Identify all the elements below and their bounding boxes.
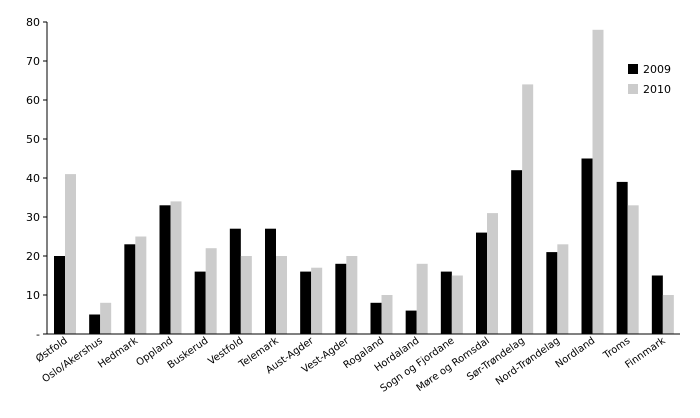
x-tick-label: Nord-Trøndelag bbox=[494, 335, 562, 387]
bar-2009-7 bbox=[300, 271, 312, 334]
x-tick-label: Hedmark bbox=[96, 335, 140, 370]
bar-2009-8 bbox=[335, 263, 347, 334]
y-tick-label: 20 bbox=[26, 250, 40, 263]
y-tick-label: 40 bbox=[26, 172, 40, 185]
bar-2010-17 bbox=[662, 295, 674, 334]
bar-2009-2 bbox=[124, 244, 136, 334]
bar-2010-11 bbox=[451, 275, 463, 334]
bar-2010-6 bbox=[276, 256, 287, 334]
bar-2009-17 bbox=[651, 275, 663, 334]
bar-2009-13 bbox=[511, 170, 523, 334]
bar-2009-0 bbox=[54, 256, 65, 334]
bar-2010-16 bbox=[627, 205, 639, 334]
y-tick-label: 60 bbox=[26, 94, 40, 107]
bar-2009-14 bbox=[546, 252, 558, 334]
bar-2010-7 bbox=[311, 267, 323, 334]
bar-2009-4 bbox=[194, 271, 206, 334]
bar-2009-6 bbox=[265, 228, 276, 334]
bar-2009-11 bbox=[440, 271, 452, 334]
y-tick-label: 30 bbox=[26, 211, 40, 224]
bar-2010-14 bbox=[557, 244, 569, 334]
bar-2009-10 bbox=[405, 310, 417, 334]
x-tick-label: Finnmark bbox=[623, 335, 667, 371]
bar-2009-9 bbox=[370, 302, 382, 334]
x-tick-label: Nordland bbox=[554, 335, 598, 370]
bar-2010-3 bbox=[170, 201, 182, 334]
bar-2010-9 bbox=[381, 295, 393, 334]
x-tick-label: Oslo/Akershus bbox=[40, 335, 104, 385]
bar-2010-8 bbox=[346, 256, 358, 334]
bar-2010-2 bbox=[135, 236, 147, 334]
legend-label-2010: 2010 bbox=[643, 83, 671, 96]
x-axis: ØstfoldOslo/AkershusHedmarkOpplandBusker… bbox=[34, 333, 680, 395]
y-tick-label: 80 bbox=[26, 16, 40, 29]
bar-2009-5 bbox=[229, 228, 241, 334]
bar-2010-12 bbox=[487, 213, 498, 334]
bars bbox=[54, 29, 674, 335]
y-tick-label: - bbox=[36, 328, 40, 341]
bar-2010-1 bbox=[100, 302, 112, 334]
y-tick-label: 10 bbox=[26, 289, 40, 302]
y-tick-label: 70 bbox=[26, 55, 40, 68]
legend-label-2009: 2009 bbox=[643, 63, 671, 76]
bar-2010-10 bbox=[416, 263, 428, 334]
bar-2010-4 bbox=[205, 248, 217, 334]
y-axis: - 10 20 30 40 50 60 70 80 bbox=[26, 16, 48, 341]
bar-2010-13 bbox=[522, 84, 534, 335]
bar-2009-1 bbox=[89, 314, 101, 334]
y-tick-label: 50 bbox=[26, 133, 40, 146]
bar-2009-15 bbox=[581, 158, 593, 334]
bar-2009-12 bbox=[476, 232, 487, 334]
bar-2010-15 bbox=[592, 29, 604, 335]
bar-2010-0 bbox=[65, 174, 76, 334]
bar-2010-5 bbox=[240, 256, 252, 334]
bar-2009-16 bbox=[616, 181, 628, 334]
legend-swatch-2010 bbox=[628, 84, 638, 94]
bar-2009-3 bbox=[159, 205, 171, 334]
legend: 2009 2010 bbox=[628, 63, 671, 96]
legend-swatch-2009 bbox=[628, 64, 638, 74]
